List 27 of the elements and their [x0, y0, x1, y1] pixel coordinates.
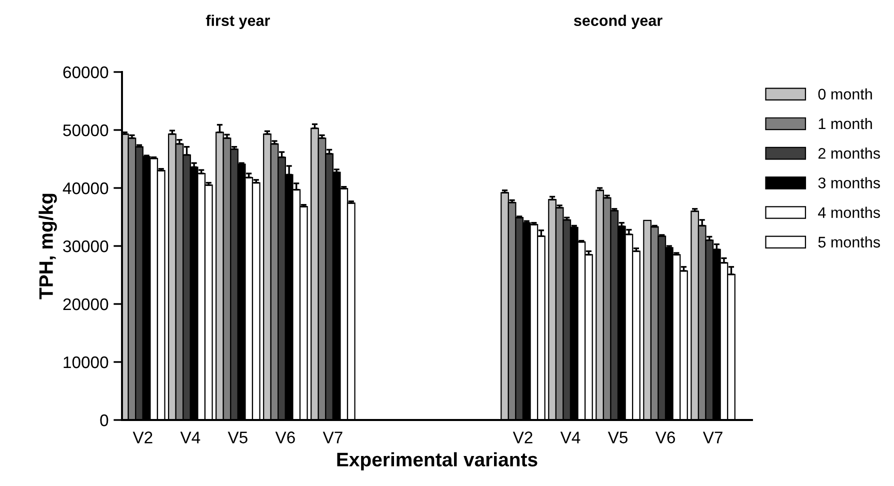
- y-tick-label: 10000: [64, 356, 108, 368]
- x-tick-label: V4: [180, 432, 200, 444]
- x-tick-label: V7: [322, 432, 342, 444]
- legend-label: 5 months: [818, 236, 880, 248]
- x-tick-label: V4: [560, 432, 580, 444]
- legend-label: 3 months: [818, 177, 880, 188]
- legend-label: 4 months: [818, 206, 880, 218]
- x-axis-title: Experimental variants: [337, 452, 538, 470]
- text: second year: [574, 14, 662, 30]
- x-tick-label: V7: [702, 432, 722, 444]
- y-tick-label: 40000: [62, 182, 108, 194]
- y-tick-label: 60000: [63, 66, 108, 78]
- y-tick-label: 20000: [63, 298, 108, 310]
- legend-label: 2 months: [818, 148, 880, 159]
- x-tick-label: V5: [228, 432, 248, 444]
- x-tick-label: V6: [655, 432, 675, 444]
- text: first year: [206, 14, 270, 30]
- x-tick-label: V2: [132, 432, 152, 444]
- y-tick-label: 50000: [63, 124, 108, 136]
- legend-label: 0 month: [818, 88, 872, 100]
- y-tick-label: 0: [100, 414, 108, 426]
- x-tick-label: V2: [512, 432, 532, 444]
- x-tick-label: V6: [275, 432, 295, 444]
- y-axis-title: TPH, mg/kg: [38, 194, 57, 300]
- legend-label: 1 month: [818, 118, 872, 130]
- y-tick-label: 30000: [63, 240, 108, 252]
- x-tick-label: V5: [608, 432, 628, 444]
